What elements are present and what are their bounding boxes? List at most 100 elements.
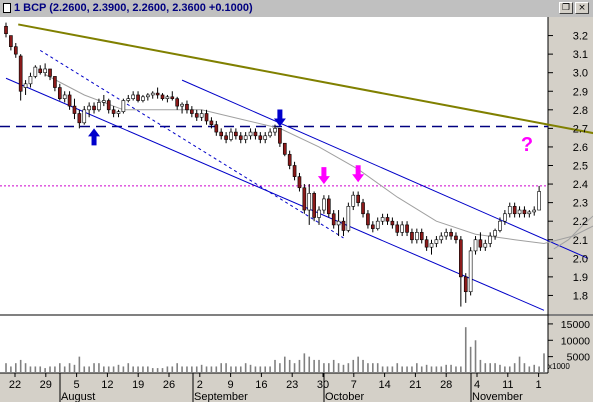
candle-down: [238, 135, 243, 140]
y-tick-label: 2.7: [573, 123, 588, 135]
candle-up: [336, 220, 341, 226]
volume-bar: [283, 356, 286, 373]
volume-tick-label: 5000: [567, 352, 591, 364]
volume-bar: [73, 364, 76, 373]
candle-down: [214, 124, 219, 133]
trendline-long-term: [18, 23, 593, 135]
volume-bar: [460, 366, 462, 373]
volume-bar: [367, 363, 369, 373]
candle-down: [219, 131, 224, 137]
candle-down: [454, 235, 458, 241]
candle-up: [62, 94, 67, 99]
volume-bar: [533, 364, 536, 373]
candle-down: [302, 187, 307, 211]
y-tick-label: 2.1: [573, 235, 588, 247]
volume-bar: [469, 346, 472, 373]
volume-bar: [313, 359, 315, 373]
volume-bar: [499, 364, 501, 373]
arrow-down: [317, 167, 330, 185]
volume-bar: [396, 363, 399, 373]
candle-down: [424, 239, 429, 248]
volume-bar: [181, 366, 183, 373]
volume-bar: [205, 366, 208, 373]
volume-bar: [68, 363, 71, 373]
volume-bar: [171, 366, 174, 373]
volume-bar: [195, 366, 198, 373]
candle-up: [146, 94, 150, 98]
volume-bar: [308, 356, 311, 373]
volume-bar: [328, 363, 330, 373]
month-label: November: [472, 391, 523, 402]
x-tick-label: 16: [255, 379, 267, 391]
volume-bar: [117, 364, 120, 373]
candle-down: [185, 103, 189, 111]
candle-down: [136, 94, 140, 101]
volume-bar: [391, 366, 394, 373]
volume-bar: [210, 366, 213, 373]
volume-bar: [420, 366, 423, 373]
y-tick-label: 2.4: [573, 179, 588, 191]
candle-up: [33, 66, 38, 77]
candle-down: [522, 209, 527, 215]
volume-bar: [93, 363, 95, 373]
arrow-up: [88, 128, 101, 146]
candle-down: [77, 113, 82, 124]
volume-bar: [455, 366, 457, 373]
volume-bar: [337, 363, 340, 373]
volume-bar: [401, 366, 403, 373]
candle-up: [351, 194, 356, 207]
x-tick-label: 22: [9, 379, 21, 391]
candle-down: [331, 213, 336, 226]
volume-bar: [425, 364, 428, 373]
candle-up: [248, 131, 253, 137]
candle-down: [341, 220, 346, 231]
candle-down: [282, 142, 287, 155]
x-tick-label: 26: [163, 379, 175, 391]
volume-bar: [239, 366, 242, 373]
close-icon[interactable]: ×: [575, 2, 589, 14]
volume-bar: [122, 366, 125, 373]
candle-down: [53, 76, 57, 88]
x-tick-label: 7: [351, 379, 357, 391]
volume-tick-label: 10000: [561, 335, 590, 347]
price-axis-panel: [548, 17, 593, 314]
arrow-down: [352, 165, 365, 183]
candle-up: [28, 76, 33, 85]
volume-bar: [513, 363, 516, 373]
volume-bar: [440, 366, 443, 373]
candle-down: [194, 113, 199, 118]
volume-bar: [147, 366, 149, 373]
volume-bar: [381, 366, 384, 373]
volume-bar: [166, 366, 169, 373]
candle-down: [410, 232, 414, 241]
volume-bar: [528, 366, 531, 373]
volume-bar: [29, 366, 32, 373]
candle-up: [517, 209, 522, 215]
volume-bar: [376, 363, 379, 373]
candle-up: [498, 220, 502, 231]
candle-down: [204, 113, 209, 122]
restore-icon[interactable]: ❐: [559, 2, 573, 14]
candle-down: [405, 224, 409, 233]
candle-up: [150, 92, 155, 96]
x-tick-label: 28: [440, 379, 452, 391]
candle-down: [38, 68, 43, 73]
volume-bar: [24, 363, 27, 373]
candle-up: [82, 109, 87, 124]
x-tick-label: 9: [228, 379, 234, 391]
volume-bar: [416, 363, 418, 373]
candle-up: [527, 211, 532, 215]
volume-bar: [59, 363, 61, 373]
candle-down: [385, 217, 390, 222]
volume-bar: [220, 363, 222, 373]
x-tick-label: 21: [409, 379, 421, 391]
volume-bar: [78, 356, 81, 373]
month-label: October: [325, 391, 364, 402]
candle-down: [292, 165, 297, 177]
candle-down: [512, 206, 517, 215]
volume-bar: [298, 359, 301, 373]
volume-bar: [5, 363, 7, 373]
title-bar: 1 BCP (2.2600, 2.3900, 2.2600, 2.3600 +0…: [0, 0, 593, 18]
candle-down: [287, 154, 292, 166]
